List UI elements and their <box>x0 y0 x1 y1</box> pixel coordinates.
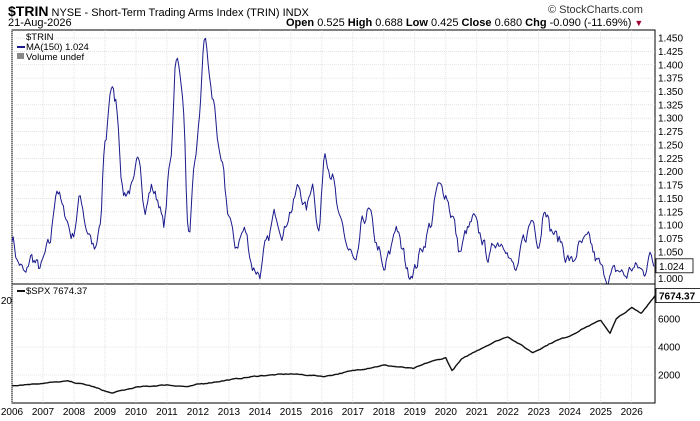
x-tick-label: 2016 <box>311 407 334 418</box>
last-value-label: 7674.37 <box>659 292 696 303</box>
y-tick-label: 6000 <box>658 315 681 326</box>
x-tick-label: 2008 <box>63 407 86 418</box>
plot-frame <box>11 29 656 293</box>
chart-header-quote: 21-Aug-2026 Open 0.525 High 0.688 Low 0.… <box>8 17 692 29</box>
close-value: 0.680 <box>494 17 523 29</box>
x-tick-label: 2026 <box>621 407 644 418</box>
y-tick-label: 1.100 <box>658 221 683 232</box>
x-tick-label: 2020 <box>435 407 458 418</box>
x-tick-label: 2010 <box>125 407 148 418</box>
x-tick-label: 2009 <box>94 407 117 418</box>
high-label: High <box>347 17 373 29</box>
close-label: Close <box>461 17 492 29</box>
x-tick-label: 2011 <box>156 407 178 418</box>
legend-entry: $TRIN <box>26 32 54 43</box>
quote-date: 21-Aug-2026 <box>8 17 72 29</box>
chg-label: Chg <box>525 17 547 29</box>
y-tick-label: 1.225 <box>658 154 683 165</box>
y-tick-label: 4000 <box>658 343 681 354</box>
y-tick-label: 1.350 <box>658 87 683 98</box>
legend-entry: Volume undef <box>26 52 84 63</box>
series-line <box>11 295 656 394</box>
x-tick-label: 2006 <box>1 407 24 418</box>
y-tick-label: 1.200 <box>658 167 683 178</box>
y-tick-label: 1.275 <box>658 127 683 138</box>
symbol-description: NYSE - Short-Term Trading Arms Index (TR… <box>51 7 280 19</box>
legend-entry: $SPX 7674.37 <box>26 286 87 297</box>
plot-frame <box>11 283 656 404</box>
y-tick-label: 1.075 <box>658 234 683 245</box>
exchange: INDX <box>282 7 309 19</box>
series-line <box>11 37 656 288</box>
x-tick-label: 2019 <box>404 407 427 418</box>
chg-value: -0.090 (-11.69%) <box>549 17 632 29</box>
last-value-label: 1.024 <box>659 262 684 273</box>
y-tick-label: 1.125 <box>658 207 683 218</box>
y-tick-label: 1.050 <box>658 247 683 258</box>
x-tick-label: 2023 <box>528 407 551 418</box>
y-tick-label: 2000 <box>658 371 681 382</box>
chart-header-title: $TRIN NYSE - Short-Term Trading Arms Ind… <box>8 3 643 19</box>
brand-watermark: © StockCharts.com <box>548 4 643 16</box>
x-tick-label: 2018 <box>373 407 396 418</box>
x-tick-label: 2025 <box>590 407 613 418</box>
x-tick-label: 2024 <box>559 407 582 418</box>
y-tick-label: 1.250 <box>658 140 683 151</box>
y-tick-label: 1.450 <box>658 34 683 45</box>
y-tick-label: 1.300 <box>658 114 683 125</box>
x-tick-label: 2022 <box>497 407 520 418</box>
y-tick-label: 1.150 <box>658 194 683 205</box>
x-tick-label: 2017 <box>342 407 365 418</box>
last-value-box <box>655 288 700 303</box>
y-tick-label: 1.325 <box>658 100 683 111</box>
ohlc-readout: Open 0.525 High 0.688 Low 0.425 Close 0.… <box>286 17 643 29</box>
last-value-box <box>655 258 694 274</box>
x-tick-label: 2015 <box>280 407 303 418</box>
high-value: 0.688 <box>375 17 403 29</box>
y-tick-label: 1.425 <box>658 47 683 58</box>
x-tick-label: 2012 <box>187 407 210 418</box>
x-tick-label: 2007 <box>32 407 55 418</box>
open-value: 0.525 <box>317 17 345 29</box>
legend-entry: MA(150) 1.024 <box>26 42 89 53</box>
spx-panel: 2000 4000 6000 2006 2007 2008 2009 2010 2011 2012… <box>1 283 700 418</box>
low-value: 0.425 <box>430 17 459 29</box>
low-label: Low <box>405 17 428 29</box>
y-tick-label: 1.000 <box>658 274 683 285</box>
y-tick-label: 1.375 <box>658 74 683 85</box>
symbol: $TRIN <box>8 3 49 19</box>
x-tick-label: 2013 <box>218 407 241 418</box>
y-tick-label: 1.175 <box>658 181 683 192</box>
down-arrow-icon: ▼ <box>634 18 644 28</box>
x-tick-label: 2021 <box>466 407 489 418</box>
y-tick-label: 1.400 <box>658 60 683 71</box>
legend-swatch-volume <box>17 53 24 59</box>
trin-panel: 1.0001.0251.0501.0751.1001.1251.1501.175… <box>1 29 694 307</box>
x-tick-label: 2014 <box>249 407 272 418</box>
open-label: Open <box>286 17 315 29</box>
